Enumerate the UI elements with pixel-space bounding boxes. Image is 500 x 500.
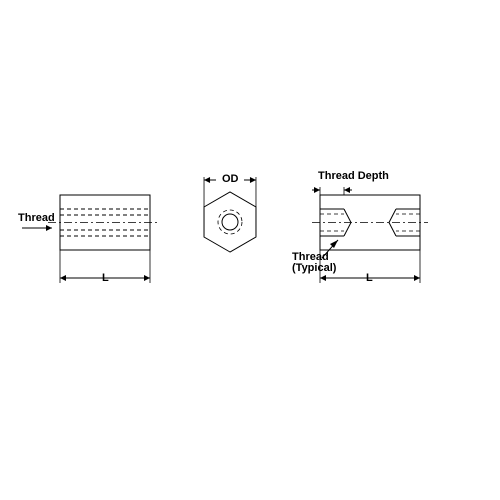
thread-depth-label: Thread Depth [318, 170, 389, 182]
technical-drawing [0, 0, 500, 500]
thread-label: Thread [18, 212, 55, 224]
diagram-container: Thread L OD Thread Depth Thread (Typical… [0, 0, 500, 500]
length-label-2: L [366, 272, 373, 284]
thread-typical-label: Thread (Typical) [292, 252, 336, 274]
length-label-1: L [102, 272, 109, 284]
od-label: OD [222, 173, 239, 185]
